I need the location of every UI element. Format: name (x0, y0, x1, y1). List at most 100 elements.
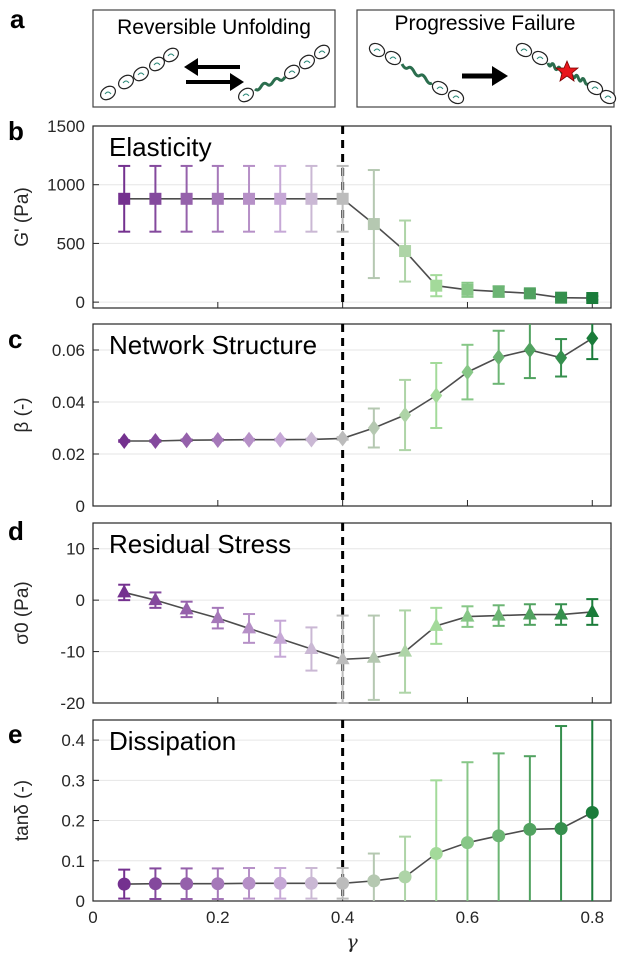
ruptured-chain-icon (515, 42, 617, 105)
bead-icon (148, 56, 166, 72)
bead-fold-icon (591, 86, 599, 90)
bead-icon (447, 89, 465, 105)
data-point (336, 430, 349, 447)
y-axis-label: G' (Pa) (12, 187, 33, 247)
y-tick-label: 0.4 (61, 731, 85, 750)
panel-label-b: b (8, 116, 24, 146)
data-point (460, 608, 475, 622)
data-point (399, 407, 412, 423)
y-tick-label: 0 (76, 497, 85, 516)
bead-fold-icon (436, 86, 444, 90)
data-point (210, 610, 225, 624)
data-point (335, 651, 350, 665)
schematic-reversible-unfolding: Reversible Unfolding (92, 9, 336, 108)
data-point (304, 876, 318, 890)
x-tick-label: 0.2 (206, 908, 230, 927)
data-point (180, 432, 193, 449)
schematic-progressive-failure: Progressive Failure (356, 9, 617, 108)
bead-fold-icon (303, 60, 311, 64)
data-point (273, 630, 288, 644)
data-point (117, 877, 131, 891)
y-tick-label: 0 (76, 293, 85, 312)
bead-fold-icon (318, 50, 326, 54)
y-tick-label: 1500 (47, 117, 85, 136)
data-point (118, 192, 131, 205)
data-point (429, 617, 444, 631)
unfolded-strand-icon (253, 76, 287, 92)
axes-frame (92, 125, 612, 309)
x-axis-label: γ (346, 931, 358, 953)
data-point (585, 806, 599, 820)
y-tick-label: 0.04 (52, 393, 85, 412)
data-point (367, 218, 380, 231)
y-tick-label: 0.3 (61, 771, 85, 790)
bead-icon (283, 64, 301, 80)
data-point (398, 643, 413, 657)
y-tick-label: 0.2 (61, 812, 85, 831)
chart-panel-c: 0 0.02 0.04 0.06 c β (-) Network Structure (8, 323, 612, 516)
bead-icon (515, 42, 533, 58)
chart-panel-d: -20 -10 0 10 d σ0 (Pa) Residual Stress (8, 516, 612, 713)
axes-frame (92, 522, 612, 704)
bead-icon (531, 50, 549, 66)
x-tick-label: 0.8 (580, 908, 604, 927)
series-line (124, 591, 593, 661)
data-point (273, 876, 287, 890)
data-point (430, 279, 443, 292)
unfolded-strand-icon (570, 73, 590, 86)
y-tick-label: 0.06 (52, 341, 85, 360)
y-tick-label: 0 (76, 892, 85, 911)
y-tick-label: 500 (57, 234, 85, 253)
data-point (148, 592, 163, 606)
data-point (492, 285, 505, 298)
y-tick-label: -10 (60, 643, 85, 662)
bead-fold-icon (122, 80, 130, 84)
data-point (336, 876, 350, 890)
data-point (554, 606, 569, 620)
y-tick-label: 10 (66, 540, 85, 559)
data-point (461, 283, 474, 296)
bead-icon (431, 80, 449, 96)
bead-icon (99, 85, 117, 101)
panel-label-a: a (10, 4, 25, 34)
reversible-arrows-icon (184, 58, 244, 91)
x-tick-label: 0.4 (331, 908, 355, 927)
data-point (367, 420, 380, 436)
y-tick-label: 0.1 (61, 852, 85, 871)
schematic-left-box (92, 9, 336, 108)
stretched-chain-icon (368, 42, 465, 105)
schematic-right-title: Progressive Failure (395, 12, 576, 35)
schematic-left-title: Reversible Unfolding (117, 16, 311, 39)
data-point (304, 641, 319, 654)
data-point (117, 584, 132, 598)
data-point (586, 330, 599, 347)
data-point (274, 192, 287, 205)
data-point (523, 287, 536, 300)
bead-icon (384, 50, 402, 66)
series-line (124, 811, 593, 885)
error-bar (492, 752, 505, 901)
data-point (211, 431, 224, 448)
data-point (366, 649, 381, 663)
bead-icon (298, 54, 316, 70)
panel-title: Dissipation (109, 726, 236, 756)
bead-icon (237, 87, 255, 103)
data-point (149, 192, 162, 205)
bead-icon (132, 66, 150, 82)
bead-icon (313, 44, 331, 60)
data-point (555, 291, 568, 304)
data-point (242, 620, 257, 634)
data-point (180, 192, 193, 205)
bead-fold-icon (520, 48, 528, 52)
data-point (492, 829, 506, 843)
bead-fold-icon (167, 53, 175, 57)
y-axis-label: tanδ (-) (12, 780, 33, 841)
data-point (585, 603, 600, 617)
error-bar (555, 725, 568, 901)
data-point (522, 606, 537, 620)
data-point (399, 245, 412, 258)
data-point (242, 876, 256, 890)
bead-fold-icon (153, 62, 161, 66)
series-line (124, 198, 593, 299)
